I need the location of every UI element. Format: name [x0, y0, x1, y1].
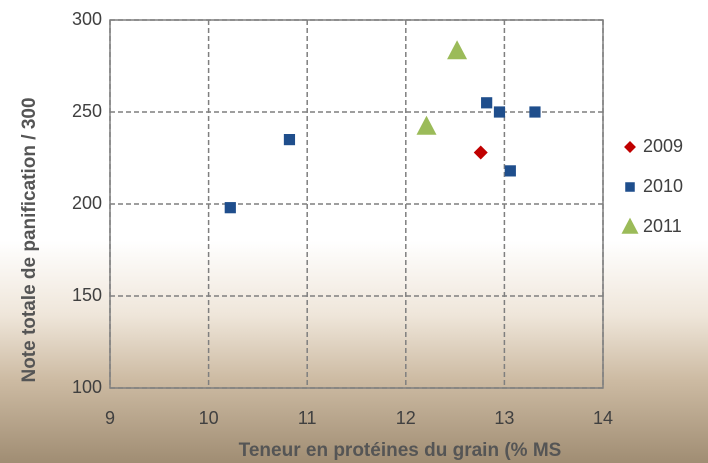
legend-label: 2009 [643, 136, 683, 156]
point [474, 145, 488, 159]
legend-marker [625, 182, 635, 192]
point [225, 202, 236, 213]
x-tick-label: 13 [494, 408, 514, 428]
y-tick-label: 250 [72, 101, 102, 121]
x-tick-label: 9 [105, 408, 115, 428]
point [494, 106, 505, 117]
y-tick-label: 200 [72, 193, 102, 213]
legend-label: 2010 [643, 176, 683, 196]
y-tick-label: 100 [72, 377, 102, 397]
chart: Teneur en protéines du grain (% MS Note … [0, 0, 708, 463]
point [417, 116, 437, 135]
legend-label: 2011 [643, 216, 682, 236]
point [447, 40, 467, 59]
legend-marker [624, 141, 636, 153]
y-tick-label: 150 [72, 285, 102, 305]
point [284, 134, 295, 145]
legend-marker [622, 218, 639, 234]
x-axis-title: Teneur en protéines du grain (% MS [239, 440, 562, 461]
x-tick-label: 11 [298, 408, 317, 428]
x-tick-label: 10 [199, 408, 219, 428]
x-tick-label: 14 [593, 408, 613, 428]
y-tick-label: 300 [72, 9, 102, 29]
page: Teneur en protéines du grain (% MS Note … [0, 0, 708, 463]
point [481, 97, 492, 108]
point [505, 165, 516, 176]
point [529, 106, 540, 117]
x-tick-label: 12 [396, 408, 416, 428]
y-axis-title: Note totale de panification / 300 [19, 97, 40, 382]
